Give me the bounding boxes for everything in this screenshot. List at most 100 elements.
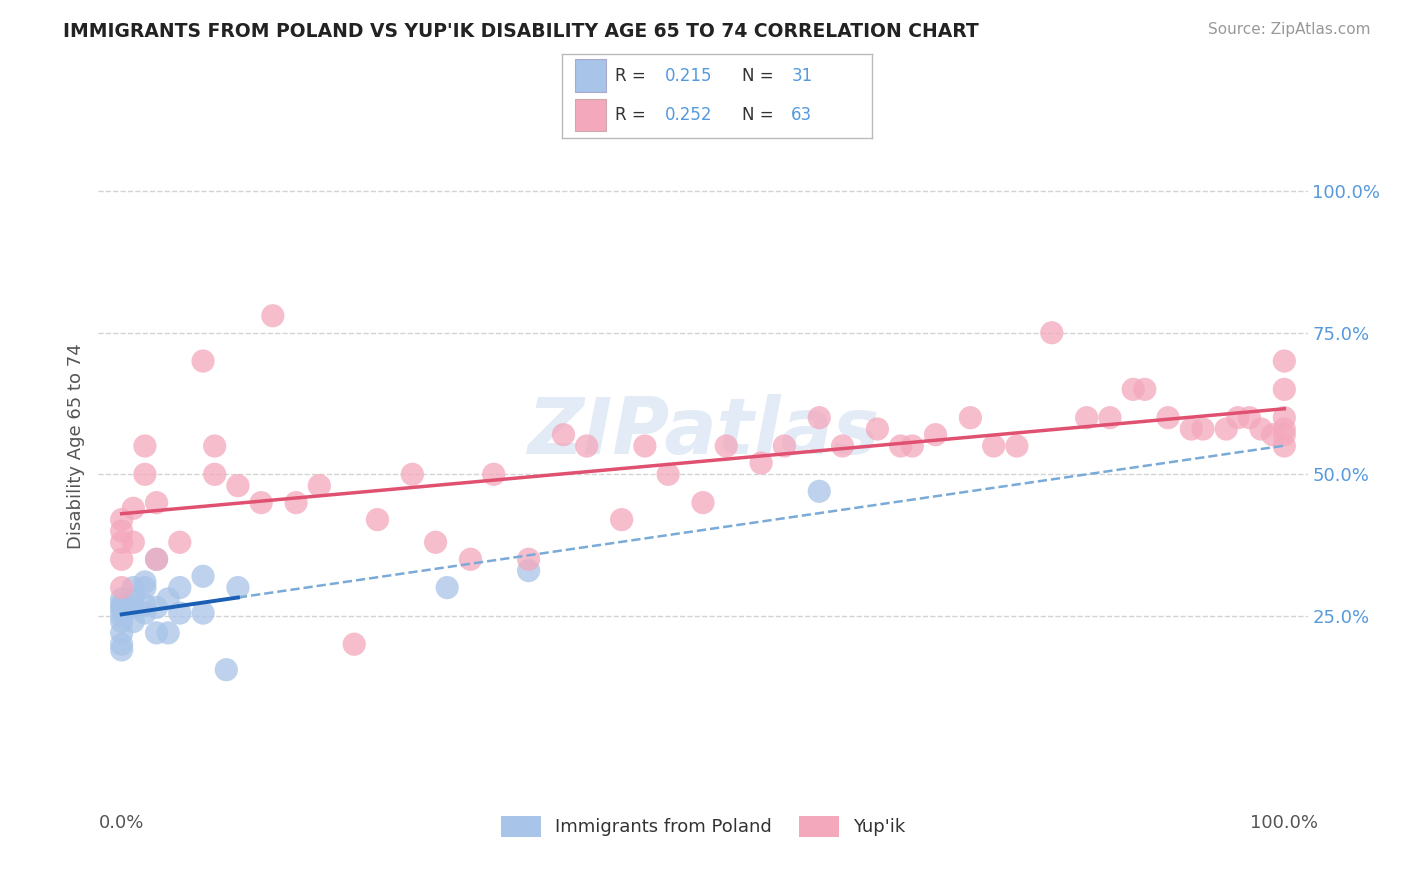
Point [1272,383,1295,397]
Point [122,581,145,595]
Point [610,513,633,527]
Point [122,501,145,516]
Point [111,535,134,549]
Point [204,467,226,482]
Point [517,564,540,578]
Point [111,513,134,527]
Point [692,495,714,509]
Point [111,643,134,657]
Point [226,581,249,595]
Point [134,439,156,453]
Point [191,606,214,620]
Point [866,422,889,436]
Point [111,626,134,640]
Point [553,427,575,442]
Point [111,600,134,615]
Text: Source: ZipAtlas.com: Source: ZipAtlas.com [1208,22,1371,37]
Point [145,626,167,640]
Point [122,535,145,549]
Point [226,478,249,492]
Point [890,439,912,453]
Point [145,600,167,615]
Point [366,513,388,527]
Point [749,456,772,470]
Point [1250,422,1272,436]
Point [1005,439,1028,453]
Point [1272,410,1295,425]
Point [901,439,924,453]
Point [134,598,156,612]
Point [808,410,831,425]
Point [308,478,330,492]
Point [111,591,134,606]
Point [111,581,134,595]
Point [1272,354,1295,368]
Point [134,606,156,620]
Point [111,603,134,617]
Point [831,439,853,453]
Point [145,552,167,566]
Text: 63: 63 [792,106,813,124]
Text: R =: R = [614,106,645,124]
Point [1180,422,1202,436]
Point [983,439,1005,453]
Point [959,410,981,425]
Point [111,552,134,566]
Point [401,467,423,482]
Point [924,427,946,442]
Point [145,495,167,509]
Point [575,439,598,453]
Point [517,552,540,566]
Point [191,569,214,583]
Point [134,581,156,595]
Point [1215,422,1237,436]
Point [1122,383,1144,397]
Point [204,439,226,453]
Text: N =: N = [742,67,773,85]
Point [111,524,134,538]
Point [1098,410,1121,425]
Point [122,600,145,615]
Text: ZIPatlas: ZIPatlas [527,393,879,470]
Point [716,439,738,453]
Point [657,467,679,482]
Point [1239,410,1261,425]
Point [145,552,167,566]
Point [482,467,505,482]
Point [169,581,191,595]
Point [134,467,156,482]
Point [1076,410,1098,425]
Point [134,574,156,589]
Point [169,606,191,620]
Point [111,637,134,651]
Point [111,598,134,612]
Point [1133,383,1156,397]
Point [1192,422,1215,436]
Point [157,591,180,606]
Point [215,663,238,677]
Point [157,626,180,640]
Point [122,591,145,606]
Point [169,535,191,549]
Point [1226,410,1249,425]
Point [1272,439,1295,453]
Point [1261,427,1284,442]
Point [425,535,447,549]
Point [111,608,134,623]
Point [1272,427,1295,442]
Text: 0.252: 0.252 [665,106,711,124]
Point [773,439,796,453]
Text: IMMIGRANTS FROM POLAND VS YUP'IK DISABILITY AGE 65 TO 74 CORRELATION CHART: IMMIGRANTS FROM POLAND VS YUP'IK DISABIL… [63,22,979,41]
Text: N =: N = [742,106,773,124]
Text: R =: R = [614,67,645,85]
Point [191,354,214,368]
Point [634,439,657,453]
Legend: Immigrants from Poland, Yup'ik: Immigrants from Poland, Yup'ik [494,808,912,844]
FancyBboxPatch shape [575,60,606,92]
Point [250,495,273,509]
Point [122,615,145,629]
Point [808,484,831,499]
FancyBboxPatch shape [575,99,606,131]
Point [285,495,308,509]
Point [1272,422,1295,436]
